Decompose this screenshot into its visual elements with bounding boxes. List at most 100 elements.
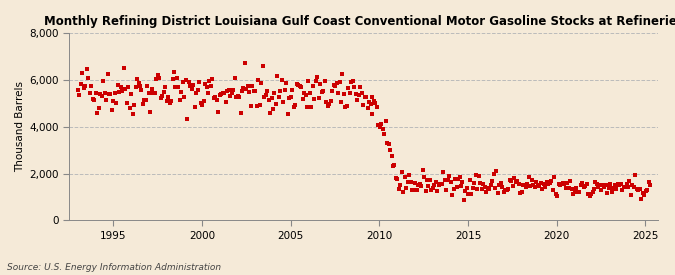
Point	[631, 187, 642, 192]
Point	[568, 192, 578, 196]
Point	[446, 180, 456, 185]
Point	[90, 91, 101, 95]
Point	[431, 180, 441, 184]
Point	[161, 99, 172, 104]
Point	[560, 186, 571, 190]
Point	[184, 79, 194, 84]
Text: Source: U.S. Energy Information Administration: Source: U.S. Energy Information Administ…	[7, 263, 221, 272]
Point	[427, 186, 438, 190]
Point	[145, 110, 156, 114]
Point	[306, 105, 317, 109]
Point	[398, 189, 409, 194]
Point	[344, 90, 355, 95]
Point	[257, 64, 268, 68]
Point	[290, 103, 300, 107]
Point	[83, 76, 94, 80]
Point	[251, 104, 262, 108]
Point	[82, 66, 92, 71]
Point	[142, 84, 153, 88]
Point	[367, 112, 377, 117]
Point	[244, 90, 254, 94]
Point	[217, 91, 228, 96]
Point	[457, 180, 468, 185]
Point	[494, 183, 505, 188]
Point	[414, 182, 425, 186]
Point	[113, 82, 124, 87]
Point	[136, 87, 147, 92]
Point	[325, 98, 336, 103]
Point	[429, 182, 440, 187]
Point	[460, 189, 471, 193]
Point	[546, 179, 557, 183]
Point	[633, 188, 644, 192]
Point	[195, 100, 206, 105]
Point	[329, 84, 340, 89]
Point	[129, 103, 140, 107]
Point	[626, 192, 637, 197]
Point	[564, 186, 574, 190]
Point	[304, 91, 315, 95]
Point	[495, 181, 506, 186]
Point	[436, 182, 447, 186]
Point	[240, 60, 250, 65]
Point	[92, 110, 103, 115]
Point	[278, 100, 289, 104]
Point	[207, 76, 218, 81]
Point	[535, 181, 546, 185]
Point	[637, 190, 648, 195]
Point	[526, 178, 537, 182]
Point	[525, 183, 536, 188]
Point	[157, 94, 167, 98]
Point	[584, 194, 595, 198]
Point	[586, 192, 597, 196]
Point	[253, 78, 264, 83]
Point	[396, 170, 407, 174]
Point	[508, 184, 518, 188]
Point	[593, 185, 604, 190]
Point	[132, 77, 142, 81]
Point	[376, 122, 387, 127]
Point	[139, 97, 150, 102]
Point	[529, 185, 540, 189]
Point	[541, 180, 552, 185]
Point	[284, 95, 295, 100]
Point	[261, 93, 271, 97]
Point	[267, 107, 278, 111]
Point	[151, 77, 162, 81]
Point	[194, 79, 205, 84]
Point	[358, 103, 369, 107]
Point	[107, 108, 117, 112]
Point	[109, 91, 120, 95]
Point	[574, 190, 585, 194]
Point	[556, 182, 567, 186]
Point	[170, 84, 181, 89]
Point	[144, 91, 155, 95]
Point	[622, 185, 633, 189]
Point	[312, 75, 323, 79]
Point	[337, 72, 348, 76]
Point	[140, 97, 151, 102]
Point	[533, 182, 543, 187]
Point	[297, 97, 308, 101]
Point	[282, 111, 293, 116]
Point	[576, 181, 587, 186]
Point	[485, 183, 496, 188]
Point	[610, 183, 620, 188]
Point	[365, 102, 376, 107]
Point	[488, 172, 499, 177]
Point	[272, 74, 283, 79]
Point	[281, 80, 292, 85]
Point	[178, 80, 188, 84]
Point	[487, 178, 497, 183]
Point	[335, 99, 346, 104]
Point	[448, 187, 459, 191]
Point	[173, 84, 184, 89]
Point	[583, 192, 593, 196]
Point	[621, 181, 632, 186]
Point	[201, 85, 212, 89]
Point	[453, 177, 464, 182]
Point	[269, 90, 280, 95]
Point	[103, 92, 114, 96]
Point	[155, 96, 166, 100]
Point	[469, 181, 480, 185]
